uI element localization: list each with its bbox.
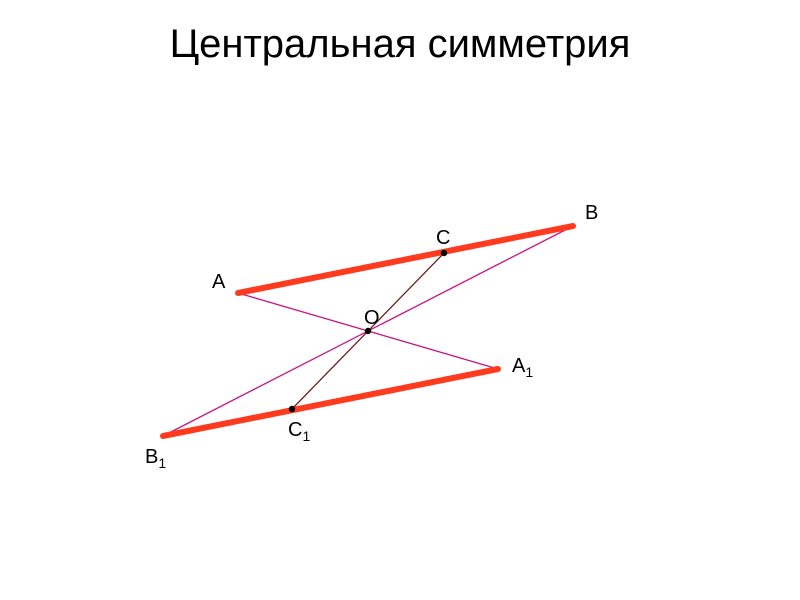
segment-A-B xyxy=(238,226,573,293)
label-A: А xyxy=(212,271,225,296)
label-C-text: С xyxy=(436,227,450,249)
label-C1: С1 xyxy=(288,419,310,444)
label-B: В xyxy=(585,202,598,227)
label-C1-sub: 1 xyxy=(302,428,310,444)
label-B1: В1 xyxy=(145,446,166,471)
label-A1-text: А xyxy=(512,355,525,377)
segment-A1-B1 xyxy=(163,369,498,436)
label-A1-sub: 1 xyxy=(525,364,533,380)
label-C: С xyxy=(436,227,450,252)
point-C1 xyxy=(289,406,295,412)
diagram-canvas xyxy=(0,0,800,600)
label-A1: А1 xyxy=(512,355,533,380)
label-A-text: А xyxy=(212,271,225,293)
label-B1-text: В xyxy=(145,446,158,468)
label-C1-text: С xyxy=(288,419,302,441)
label-O-text: О xyxy=(364,307,380,329)
label-B1-sub: 1 xyxy=(158,455,166,471)
label-O: О xyxy=(364,307,380,332)
label-B-text: В xyxy=(585,202,598,224)
slide: Центральная симметрия А В С О А1 В1 С1 xyxy=(0,0,800,600)
